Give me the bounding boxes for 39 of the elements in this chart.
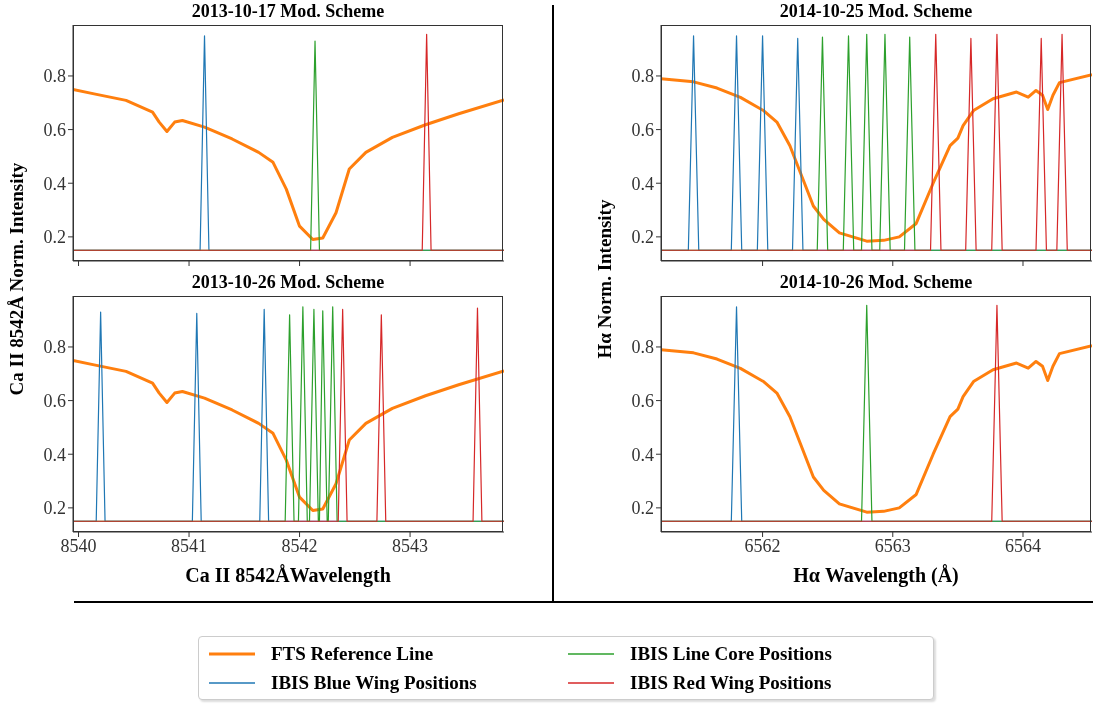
- y-tick-label: 0.6: [631, 390, 654, 411]
- x-axis-title: Hα Wavelength (Å): [792, 564, 960, 587]
- x-tick-label: 6562: [744, 535, 781, 556]
- x-tick-label: 6563: [874, 535, 911, 556]
- y-axis-title: Hα Norm. Intensity: [594, 198, 616, 361]
- line-series: [73, 87, 504, 242]
- chart-title: 2014-10-25 Mod. Scheme: [778, 1, 974, 22]
- y-tick-label: 0.6: [631, 119, 654, 140]
- x-tick-label: 6564: [1004, 535, 1041, 556]
- y-tick-label: 0.2: [43, 498, 66, 519]
- y-tick-label: 0.2: [43, 227, 66, 248]
- y-tick-label: 0.8: [631, 337, 654, 358]
- y-tick-label: 0.2: [631, 227, 654, 248]
- y-tick-label: 0.4: [43, 444, 66, 465]
- legend-label: IBIS Line Core Positions: [629, 641, 833, 666]
- x-tick-label: 8543: [392, 535, 429, 556]
- line-series: [661, 73, 1092, 243]
- y-tick-label: 0.4: [631, 444, 654, 465]
- legend-label: IBIS Blue Wing Positions: [270, 670, 478, 695]
- y-tick-label: 0.2: [631, 498, 654, 519]
- y-tick-label: 0.6: [43, 390, 66, 411]
- y-tick-label: 0.8: [631, 66, 654, 87]
- line-series: [73, 358, 504, 513]
- x-axis-title: Ca II 8542ÅWavelength: [184, 564, 392, 587]
- chart-title: 2014-10-26 Mod. Scheme: [778, 272, 974, 293]
- x-tick-label: 8541: [171, 535, 208, 556]
- chart-title: 2013-10-26 Mod. Scheme: [190, 272, 386, 293]
- x-tick-label: 8542: [281, 535, 318, 556]
- y-tick-label: 0.4: [631, 173, 654, 194]
- y-tick-label: 0.8: [43, 66, 66, 87]
- y-tick-label: 0.6: [43, 119, 66, 140]
- legend-label: FTS Reference Line: [270, 641, 435, 666]
- y-tick-label: 0.4: [43, 173, 66, 194]
- chart-title: 2013-10-17 Mod. Scheme: [190, 1, 386, 22]
- x-tick-label: 8540: [60, 535, 97, 556]
- legend-label: IBIS Red Wing Positions: [629, 670, 833, 695]
- y-axis-title: Ca II 8542Å Norm. Intensity: [6, 161, 28, 397]
- y-tick-label: 0.8: [43, 337, 66, 358]
- line-series: [661, 344, 1092, 514]
